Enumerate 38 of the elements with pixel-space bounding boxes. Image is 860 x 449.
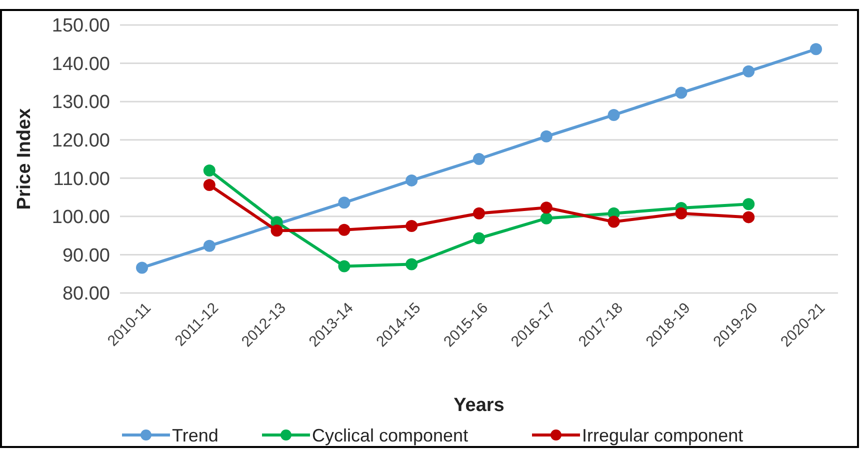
point	[742, 198, 755, 210]
point	[540, 212, 552, 224]
point	[473, 207, 485, 220]
point	[675, 86, 688, 99]
legend-label: Trend	[172, 425, 218, 446]
point	[338, 260, 350, 272]
x-axis-title: Years	[454, 395, 504, 416]
point	[406, 258, 418, 270]
y-tick-label: 90.00	[62, 245, 110, 266]
point	[203, 164, 216, 176]
y-tick-label: 80.00	[62, 284, 110, 305]
point	[540, 202, 552, 214]
y-axis-title: Price Index	[14, 108, 35, 210]
y-tick-label: 100.00	[52, 207, 110, 228]
legend-label: Irregular component	[582, 425, 744, 446]
point	[203, 240, 216, 252]
point	[742, 65, 755, 78]
point	[406, 174, 418, 186]
point	[270, 224, 283, 237]
y-tick-label: 130.00	[52, 92, 110, 114]
point	[608, 216, 620, 228]
point	[406, 220, 418, 232]
y-tick-label: 120.00	[52, 130, 110, 152]
point	[608, 108, 620, 121]
point	[338, 196, 350, 209]
point	[742, 211, 755, 224]
point	[338, 224, 350, 236]
y-tick-label: 110.00	[53, 168, 110, 190]
point	[540, 130, 552, 142]
legend-label: Cyclical component	[312, 425, 468, 446]
point	[473, 153, 485, 165]
point	[136, 262, 148, 274]
point	[675, 207, 688, 220]
point	[203, 179, 216, 192]
point	[810, 43, 822, 56]
point	[473, 232, 485, 244]
y-tick-label: 140.00	[52, 54, 110, 75]
y-tick-label: 150.00	[52, 16, 110, 37]
